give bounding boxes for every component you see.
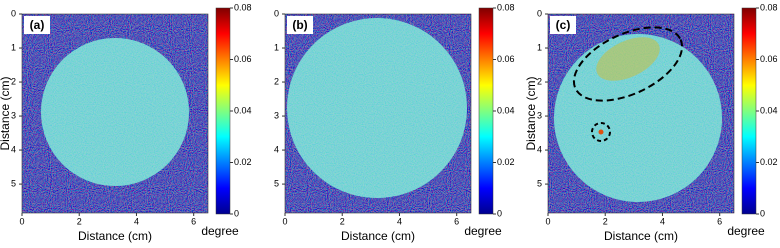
colorbar-label: degree	[201, 224, 239, 238]
y-tick-label: 5	[274, 178, 279, 188]
x-tick-label: 2	[340, 216, 345, 226]
colorbar-tick-label: 0.08	[760, 2, 778, 12]
colorbar-tick-label: 0	[497, 208, 502, 218]
y-tick-label: 5	[537, 178, 542, 188]
y-tick-label: 0	[537, 8, 542, 18]
colorbar-tick-label: 0	[234, 208, 239, 218]
y-tick-label: 5	[11, 178, 16, 188]
colorbar-tick-label: 0.02	[497, 157, 515, 167]
x-tick-label: 2	[77, 216, 82, 226]
y-tick-label: 0	[11, 8, 16, 18]
x-axis-label: Distance (cm)	[604, 229, 678, 243]
panel-label: (a)	[30, 18, 45, 32]
hotspot	[596, 37, 660, 81]
x-tick-label: 4	[660, 216, 665, 226]
colorbar-tick-label: 0.06	[497, 54, 515, 64]
x-tick-label: 4	[134, 216, 139, 226]
colorbar-label: degree	[464, 224, 502, 238]
colorbar	[741, 7, 757, 215]
y-tick-label: 1	[274, 42, 279, 52]
sample-noise	[287, 18, 467, 198]
x-axis-label: Distance (cm)	[78, 229, 152, 243]
colorbar-tick-label: 0.04	[234, 105, 252, 115]
x-tick-label: 0	[545, 216, 550, 226]
x-tick-label: 2	[603, 216, 608, 226]
y-axis-label: Distance (cm)	[0, 76, 12, 150]
colorbar	[478, 7, 494, 215]
colorbar-tick-label: 0.04	[760, 105, 778, 115]
x-tick-label: 6	[717, 216, 722, 226]
x-tick-label: 0	[282, 216, 287, 226]
y-tick-label: 4	[274, 144, 279, 154]
x-tick-label: 6	[454, 216, 459, 226]
y-tick-label: 3	[11, 110, 16, 120]
colorbar-tick-label: 0.04	[497, 105, 515, 115]
plot-frame	[547, 13, 735, 214]
y-tick-label: 3	[537, 110, 542, 120]
sample-noise	[41, 38, 189, 186]
panel-label: (b)	[292, 18, 307, 32]
y-tick-label: 3	[274, 110, 279, 120]
y-tick-label: 4	[11, 144, 16, 154]
dashed-ellipse	[572, 26, 684, 102]
colorbar-tick-label: 0.08	[497, 2, 515, 12]
y-tick-label: 2	[274, 76, 279, 86]
x-tick-label: 0	[19, 216, 24, 226]
plot-frame	[284, 13, 472, 214]
colorbar-tick-label: 0	[760, 208, 765, 218]
colorbar-label: degree	[727, 224, 765, 238]
dashed-circle	[591, 122, 611, 142]
colorbar-tick-label: 0.02	[234, 157, 252, 167]
y-tick-label: 1	[11, 42, 16, 52]
colorbar-tick-label: 0.06	[234, 54, 252, 64]
x-tick-label: 6	[191, 216, 196, 226]
panel-label-box	[287, 16, 313, 34]
defect	[598, 129, 604, 135]
y-tick-label: 0	[274, 8, 279, 18]
y-tick-label: 2	[11, 76, 16, 86]
panel-label-box	[550, 16, 576, 34]
colorbar-tick-label: 0.08	[234, 2, 252, 12]
plot-frame	[21, 13, 209, 214]
y-tick-label: 1	[537, 42, 542, 52]
x-axis-label: Distance (cm)	[341, 229, 415, 243]
y-tick-label: 4	[537, 144, 542, 154]
colorbar	[215, 7, 231, 215]
colorbar-tick-label: 0.02	[760, 157, 778, 167]
y-axis-label: Distance (cm)	[524, 76, 538, 150]
x-tick-label: 4	[397, 216, 402, 226]
colorbar-tick-label: 0.06	[760, 54, 778, 64]
panel-label: (c)	[556, 18, 571, 32]
panel-label-box	[24, 16, 50, 34]
y-tick-label: 2	[537, 76, 542, 86]
